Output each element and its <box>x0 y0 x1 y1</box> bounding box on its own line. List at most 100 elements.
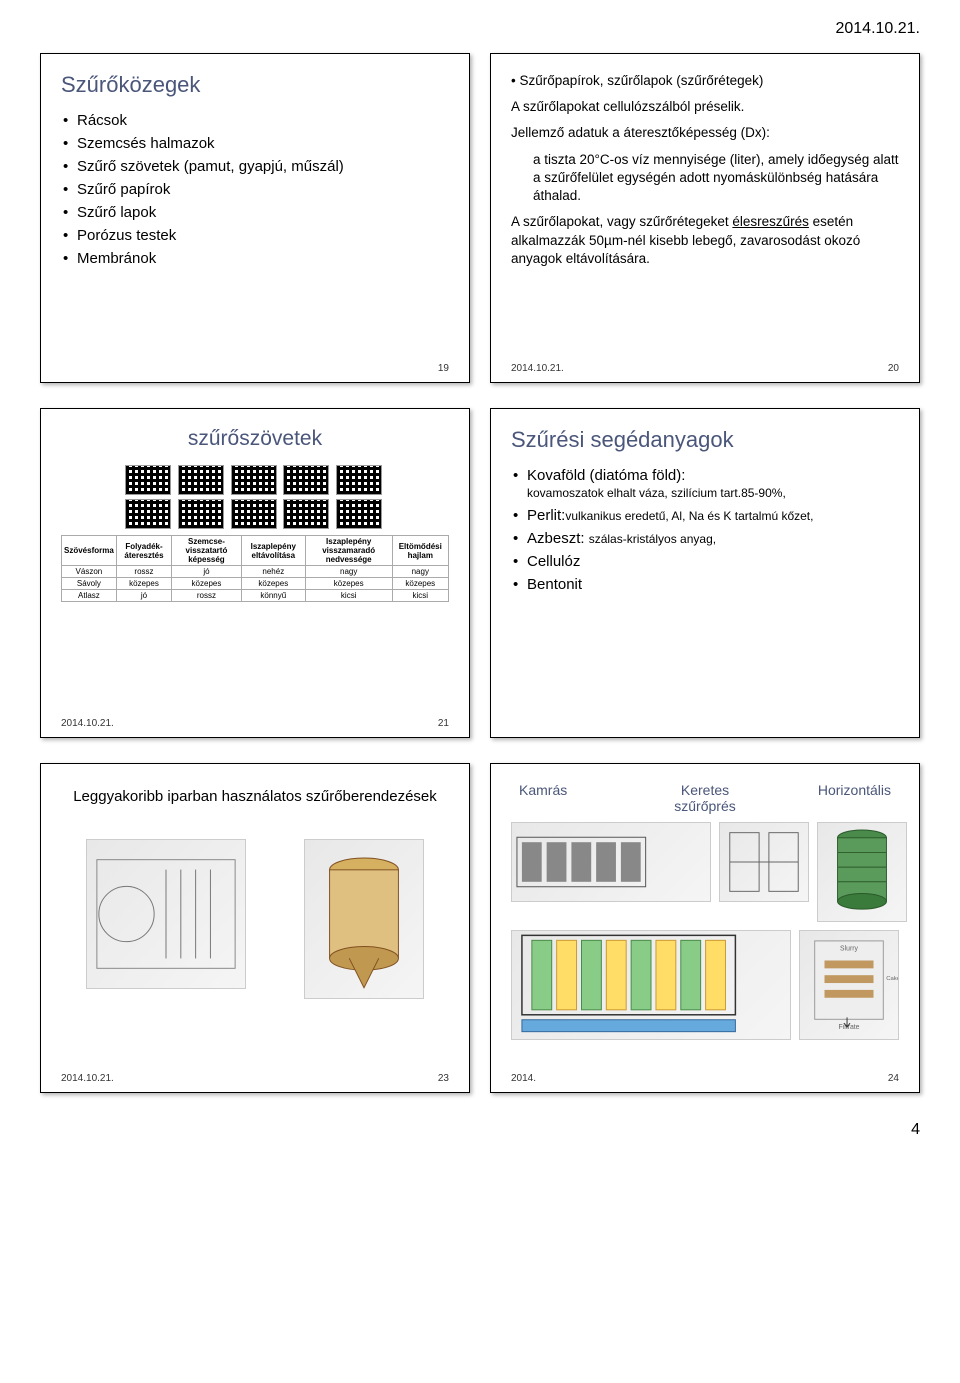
equipment-diagram <box>86 839 246 989</box>
slide-19-title: Szűrőközegek <box>61 72 449 98</box>
weave-cell <box>231 465 277 495</box>
slide-20-line5: A szűrőlapokat, vagy szűrőrétegeket éles… <box>511 213 899 268</box>
slide-23-footer: 2014.10.21. 23 <box>61 1073 449 1084</box>
slide-19-footer: 19 <box>61 363 449 374</box>
list-item: Bentonit <box>511 576 899 593</box>
table-header: Szövésforma <box>62 536 117 566</box>
slide-23-title: Leggyakoribb iparban használatos szűrőbe… <box>61 788 449 805</box>
weave-cell <box>336 499 382 529</box>
equipment-diagram <box>304 839 424 999</box>
svg-text:Cake: Cake <box>886 976 898 982</box>
table-cell: jó <box>116 590 171 602</box>
footer-number: 20 <box>888 363 899 374</box>
text-span: vulkanikus eredetű, Al, Na és K tartalmú… <box>565 509 813 523</box>
table-cell: nagy <box>305 566 392 578</box>
list-item: Szűrő lapok <box>61 204 449 221</box>
table-cell: közepes <box>241 578 305 590</box>
list-item: Szűrő papírok <box>61 181 449 198</box>
footer-number: 21 <box>438 718 449 729</box>
slide-20-footer: 2014.10.21. 20 <box>511 363 899 374</box>
slide-row-2: szűrőszövetek Szövésforma Folyadék-átere… <box>40 408 920 738</box>
footer-date: 2014.10.21. <box>511 363 564 374</box>
list-item: Membránok <box>61 250 449 267</box>
list-item: Szűrő szövetek (pamut, gyapjú, műszál) <box>61 158 449 175</box>
text-span: Perlit: <box>527 507 565 524</box>
press-diagram-row-2: Slurry Cake Filtrate <box>511 930 899 1040</box>
slide-24-footer: 2014. 24 <box>511 1073 899 1084</box>
weave-cell <box>231 499 277 529</box>
col-header-1: Kamrás <box>519 782 643 814</box>
list-item: Rácsok <box>61 112 449 129</box>
weave-cell <box>178 465 224 495</box>
table-header: Folyadék-áteresztés <box>116 536 171 566</box>
table-header: Iszaplepény eltávolítása <box>241 536 305 566</box>
equipment-diagram-row <box>61 839 449 999</box>
weave-cell <box>125 499 171 529</box>
leaf-filter-diagram: Slurry Cake Filtrate <box>799 930 899 1040</box>
slide-24: Kamrás Keretes szűrőprés Horizontális <box>490 763 920 1093</box>
table-cell: rossz <box>172 590 242 602</box>
slide-20-line1: • Szűrőpapírok, szűrőlapok (szűrőrétegek… <box>511 72 899 90</box>
filter-press-cross-section <box>511 930 791 1040</box>
text-span: élesreszűrés <box>732 214 809 229</box>
footer-date: 2014.10.21. <box>61 718 114 729</box>
slide-22-title: Szűrési segédanyagok <box>511 427 899 453</box>
press-diagram-row-1 <box>511 822 899 922</box>
table-cell: Sávoly <box>62 578 117 590</box>
weave-cell <box>283 465 329 495</box>
slide-row-1: Szűrőközegek Rácsok Szemcsés halmazok Sz… <box>40 53 920 383</box>
table-cell: Vászon <box>62 566 117 578</box>
table-cell: nagy <box>392 566 448 578</box>
weave-pattern-grid <box>125 465 385 529</box>
list-item: Szemcsés halmazok <box>61 135 449 152</box>
list-item: Cellulóz <box>511 553 899 570</box>
table-cell: közepes <box>392 578 448 590</box>
table-header: Szemcse-visszatartó képesség <box>172 536 242 566</box>
table-cell: Atlasz <box>62 590 117 602</box>
slide-21-footer: 2014.10.21. 21 <box>61 718 449 729</box>
footer-number: 24 <box>888 1073 899 1084</box>
weave-cell <box>178 499 224 529</box>
text-span: Azbeszt: <box>527 530 589 547</box>
table-cell: rossz <box>116 566 171 578</box>
col-header-2: Keretes szűrőprés <box>643 782 767 814</box>
table-cell: közepes <box>172 578 242 590</box>
footer-number: 19 <box>438 363 449 374</box>
slide-22-list: Kovaföld (diatóma föld): kovamoszatok el… <box>511 467 899 593</box>
text-span: szálas-kristályos anyag, <box>589 532 716 546</box>
slide-19-list: Rácsok Szemcsés halmazok Szűrő szövetek … <box>61 112 449 267</box>
footer-number: 23 <box>438 1073 449 1084</box>
table-header: Iszaplepény visszamaradó nedvessége <box>305 536 392 566</box>
list-item: Perlit:vulkanikus eredetű, Al, Na és K t… <box>511 507 899 524</box>
table-cell: könnyű <box>241 590 305 602</box>
list-item: Azbeszt: szálas-kristályos anyag, <box>511 530 899 547</box>
weave-cell <box>125 465 171 495</box>
table-header: Eltömődési hajlam <box>392 536 448 566</box>
text-span: A szűrőlapokat, vagy szűrőrétegeket <box>511 214 732 229</box>
svg-text:Slurry: Slurry <box>840 946 858 953</box>
slide-23: Leggyakoribb iparban használatos szűrőbe… <box>40 763 470 1093</box>
weave-cell <box>336 465 382 495</box>
text-span: Kovaföld (diatóma föld): <box>527 467 685 484</box>
page-date: 2014.10.21. <box>40 20 920 38</box>
footer-date: 2014. <box>511 1073 536 1084</box>
text-span: kovamoszatok elhalt váza, szilícium tart… <box>527 486 786 500</box>
chamber-press-diagram <box>511 822 711 902</box>
table-cell: kicsi <box>305 590 392 602</box>
table-cell: jó <box>172 566 242 578</box>
slide-19: Szűrőközegek Rácsok Szemcsés halmazok Sz… <box>40 53 470 383</box>
horizontal-filter-diagram <box>817 822 907 922</box>
list-item: Kovaföld (diatóma föld): kovamoszatok el… <box>511 467 899 501</box>
table-cell: közepes <box>116 578 171 590</box>
footer-date: 2014.10.21. <box>61 1073 114 1084</box>
frame-press-diagram <box>719 822 809 902</box>
slide-20: • Szűrőpapírok, szűrőlapok (szűrőrétegek… <box>490 53 920 383</box>
slide-20-line4: a tiszta 20°C-os víz mennyisége (liter),… <box>511 151 899 206</box>
list-item: Porózus testek <box>61 227 449 244</box>
slide-row-3: Leggyakoribb iparban használatos szűrőbe… <box>40 763 920 1093</box>
weave-cell <box>283 499 329 529</box>
slide-21-title: szűrőszövetek <box>61 427 449 451</box>
col-header-3: Horizontális <box>767 782 891 814</box>
weave-properties-table: Szövésforma Folyadék-áteresztés Szemcse-… <box>61 535 449 602</box>
table-cell: kicsi <box>392 590 448 602</box>
